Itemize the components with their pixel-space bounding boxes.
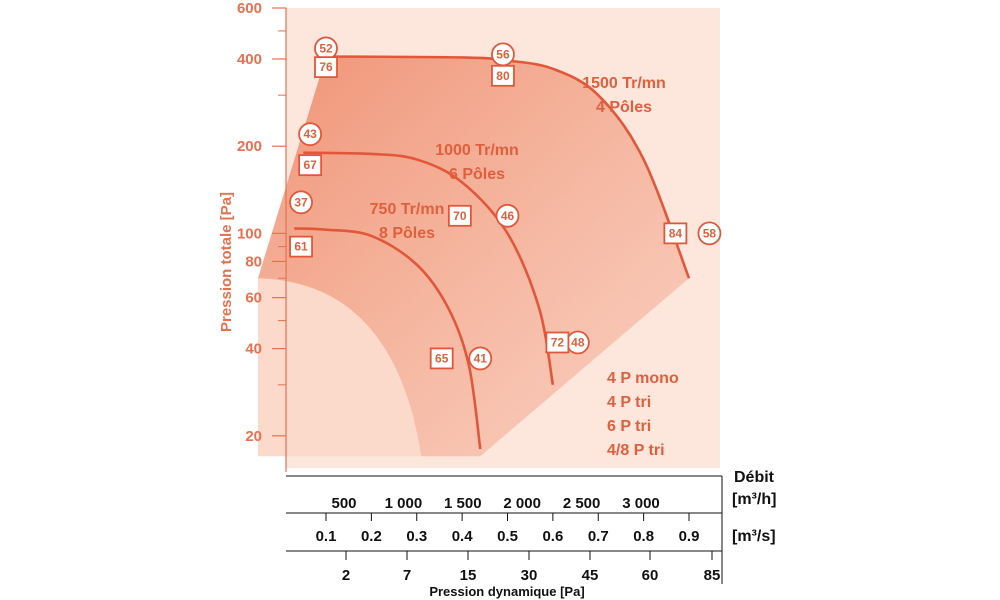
svg-text:56: 56 bbox=[496, 47, 510, 61]
y-tick-label-20: 20 bbox=[245, 428, 262, 445]
svg-text:65: 65 bbox=[435, 351, 449, 365]
x-dyn-label-7: 7 bbox=[403, 567, 411, 584]
x-axis-unit-m3s: [m³/s] bbox=[732, 528, 776, 545]
x-m3h-label-2500: 2 500 bbox=[563, 495, 601, 512]
x-axis-unit-m3h: [m³/h] bbox=[732, 491, 776, 508]
speed-curves bbox=[294, 55, 691, 450]
circle-marker-43: 43 bbox=[298, 122, 323, 147]
series-label-1500-line1: 1500 Tr/mn bbox=[582, 75, 666, 92]
x-m3s-label-0.4: 0.4 bbox=[452, 528, 474, 545]
curve-1 bbox=[303, 151, 555, 386]
circle-marker-52: 52 bbox=[314, 36, 338, 61]
series-label-750-line2: 8 Pôles bbox=[379, 225, 435, 242]
square-marker-61: 61 bbox=[289, 235, 313, 258]
svg-text:76: 76 bbox=[319, 60, 333, 74]
x-m3h-label-2000: 2 000 bbox=[503, 495, 541, 512]
x-axis-footer: Pression dynamique [Pa] bbox=[429, 584, 584, 599]
motor-type-1: 4 P mono bbox=[607, 370, 679, 387]
x-m3s-label-0.7: 0.7 bbox=[588, 528, 609, 545]
series-label-750-line1: 750 Tr/mn bbox=[370, 201, 445, 218]
y-tick-label-60: 60 bbox=[245, 290, 262, 307]
series-label-1000-line2: 6 Pôles bbox=[449, 166, 505, 183]
circle-marker-48: 48 bbox=[565, 330, 590, 355]
svg-text:61: 61 bbox=[294, 240, 308, 254]
series-labels: 1500 Tr/mn 4 Pôles 1000 Tr/mn 6 Pôles 75… bbox=[370, 75, 666, 242]
x-dyn-label-15: 15 bbox=[460, 567, 477, 584]
x-m3h-label-3000: 3 000 bbox=[622, 495, 660, 512]
svg-text:84: 84 bbox=[669, 226, 683, 240]
curve-0 bbox=[325, 55, 691, 279]
circle-marker-58: 58 bbox=[697, 221, 722, 246]
x-m3h-label-1500: 1 500 bbox=[444, 495, 482, 512]
y-tick-label-600: 600 bbox=[237, 0, 262, 17]
square-marker-65: 65 bbox=[429, 347, 454, 370]
square-marker-72: 72 bbox=[545, 331, 570, 354]
series-label-1500-line2: 4 Pôles bbox=[596, 99, 652, 116]
x-axis-header: Débit bbox=[734, 469, 775, 486]
motor-type-3: 6 P tri bbox=[607, 418, 651, 435]
x-m3s-label-0.3: 0.3 bbox=[406, 528, 427, 545]
square-marker-70: 70 bbox=[447, 204, 472, 227]
curve-2 bbox=[294, 227, 482, 450]
x-m3s-label-0.1: 0.1 bbox=[316, 528, 337, 545]
x-dyn-label-45: 45 bbox=[582, 567, 599, 584]
svg-text:46: 46 bbox=[501, 209, 515, 223]
svg-text:67: 67 bbox=[303, 158, 317, 172]
y-tick-label-100: 100 bbox=[237, 225, 262, 242]
x-dyn-label-2: 2 bbox=[342, 567, 350, 584]
svg-text:58: 58 bbox=[703, 226, 717, 240]
svg-text:72: 72 bbox=[551, 335, 565, 349]
series-label-1000-line1: 1000 Tr/mn bbox=[435, 142, 519, 159]
x-dyn-label-60: 60 bbox=[642, 567, 659, 584]
y-tick-label-80: 80 bbox=[245, 253, 262, 270]
x-m3s-label-0.2: 0.2 bbox=[361, 528, 382, 545]
x-m3s-label-0.6: 0.6 bbox=[542, 528, 563, 545]
svg-text:70: 70 bbox=[453, 209, 467, 223]
motor-type-2: 4 P tri bbox=[607, 394, 651, 411]
x-m3h-label-500: 500 bbox=[331, 495, 356, 512]
x-axes: 500 1 000 1 500 2 000 2 500 3 000 0.1 0.2 0.3 0.4… bbox=[286, 469, 776, 599]
circle-marker-56: 56 bbox=[491, 42, 515, 67]
y-tick-label-40: 40 bbox=[245, 341, 262, 358]
x-m3s-label-0.9: 0.9 bbox=[679, 528, 700, 545]
motor-type-4: 4/8 P tri bbox=[607, 442, 665, 459]
circle-marker-37: 37 bbox=[289, 190, 313, 215]
circle-marker-46: 46 bbox=[495, 203, 520, 228]
svg-text:52: 52 bbox=[319, 41, 333, 55]
square-marker-67: 67 bbox=[298, 154, 323, 177]
square-marker-80: 80 bbox=[491, 64, 515, 87]
x-m3s-label-0.8: 0.8 bbox=[633, 528, 654, 545]
square-marker-84: 84 bbox=[663, 222, 688, 245]
curve-markers: 52 56 58 76 80 84 43 46 48 67 70 72 37 41 61 65 bbox=[289, 36, 722, 371]
y-axis-title: Pression totale [Pa] bbox=[218, 192, 235, 332]
x-m3h-label-1000: 1 000 bbox=[385, 495, 423, 512]
region-inner-cut bbox=[257, 278, 422, 457]
svg-text:48: 48 bbox=[571, 335, 585, 349]
svg-text:37: 37 bbox=[294, 195, 308, 209]
svg-text:80: 80 bbox=[496, 69, 510, 83]
x-dyn-label-30: 30 bbox=[521, 567, 538, 584]
x-m3s-label-0.5: 0.5 bbox=[497, 528, 518, 545]
svg-text:41: 41 bbox=[474, 351, 488, 365]
y-tick-label-200: 200 bbox=[237, 138, 262, 155]
motor-type-list: 4 P mono 4 P tri 6 P tri 4/8 P tri bbox=[607, 370, 679, 459]
y-axis: 20 40 60 80 100 200 400 600 Pression totale [Pa… bbox=[218, 0, 287, 472]
svg-text:43: 43 bbox=[303, 127, 317, 141]
circle-marker-41: 41 bbox=[468, 346, 493, 371]
square-marker-76: 76 bbox=[314, 56, 338, 79]
x-dyn-label-85: 85 bbox=[704, 567, 721, 584]
y-tick-label-400: 400 bbox=[237, 51, 262, 68]
